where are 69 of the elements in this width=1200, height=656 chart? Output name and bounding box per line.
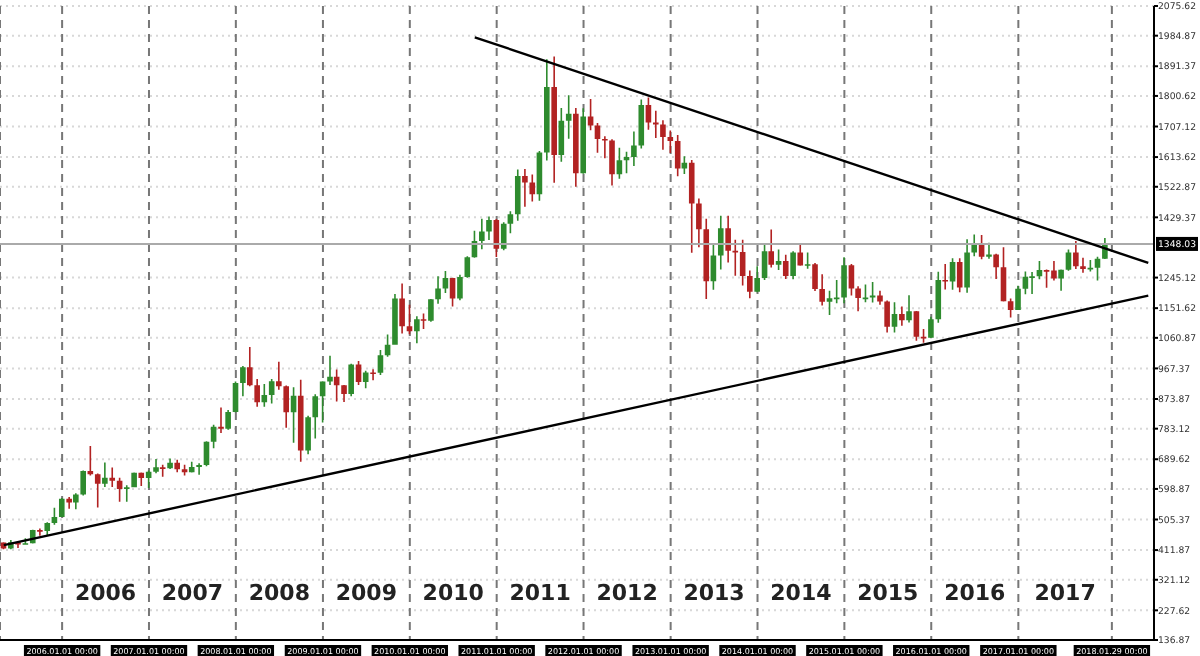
candlestick [196, 463, 202, 475]
candlestick [348, 363, 354, 397]
annotation: 2014 [770, 580, 833, 606]
candlestick [341, 384, 347, 402]
candlestick [94, 473, 101, 508]
candlestick [464, 256, 471, 278]
candlestick [102, 462, 108, 487]
candlestick [797, 244, 804, 266]
candlestick [138, 472, 145, 486]
candlestick [297, 379, 304, 462]
candlestick [956, 258, 963, 293]
candlestick [1065, 249, 1072, 271]
candlestick [66, 497, 72, 509]
annotation: 2006 [74, 580, 137, 606]
candlestick [717, 215, 724, 270]
candlestick [1015, 285, 1021, 310]
candlestick [544, 59, 550, 161]
candlestick [529, 174, 536, 202]
candlestick [1073, 241, 1079, 270]
candlestick [573, 107, 579, 187]
candlestick [841, 257, 847, 304]
candlestick [167, 458, 173, 469]
candlestick [399, 283, 405, 334]
candlestick [392, 293, 398, 345]
annotation: 2007 [161, 580, 224, 606]
candlestick [782, 254, 789, 279]
candlestick [942, 263, 948, 290]
annotation: 2008 [248, 580, 311, 606]
candlestick [688, 159, 695, 253]
annotation: 2009 [335, 580, 398, 606]
annotation: 2013 [683, 580, 745, 606]
annotation: 2012 [596, 580, 658, 606]
candlestick [768, 229, 775, 268]
candlestick [44, 522, 51, 536]
candlestick [522, 169, 528, 207]
candlestick [327, 355, 333, 385]
annotation: 2016 [944, 580, 1007, 606]
candlestick [906, 295, 912, 323]
candlestick [1051, 260, 1057, 281]
candlestick [370, 369, 376, 381]
candlestick [551, 56, 557, 183]
candlestick [174, 459, 181, 473]
candlestick [58, 498, 65, 517]
candlestick [188, 461, 195, 473]
candlestick [218, 407, 224, 433]
candlestick [37, 528, 43, 536]
candlestick [486, 216, 492, 241]
annotation: 2010 [422, 580, 485, 606]
candlestick [964, 239, 970, 293]
candlestick [479, 218, 485, 250]
candlestick [899, 306, 905, 326]
annotation: 2015 [857, 580, 919, 606]
candlestick [109, 467, 116, 487]
candlestick [747, 270, 753, 299]
candlestick [225, 410, 231, 430]
candlestick [457, 274, 463, 301]
candlestick [153, 459, 159, 474]
candlestick [754, 266, 760, 293]
candlestick [240, 365, 246, 397]
candlestick [514, 169, 521, 221]
candlestick [609, 139, 615, 186]
annotation: 2017 [1034, 580, 1096, 606]
candlestick [1029, 272, 1035, 294]
annotation: 2011 [509, 580, 571, 606]
candlestick [1058, 269, 1064, 291]
candlestick [580, 108, 587, 174]
candlestick [790, 251, 796, 280]
candlestick [414, 316, 420, 344]
candlestick [993, 253, 999, 279]
